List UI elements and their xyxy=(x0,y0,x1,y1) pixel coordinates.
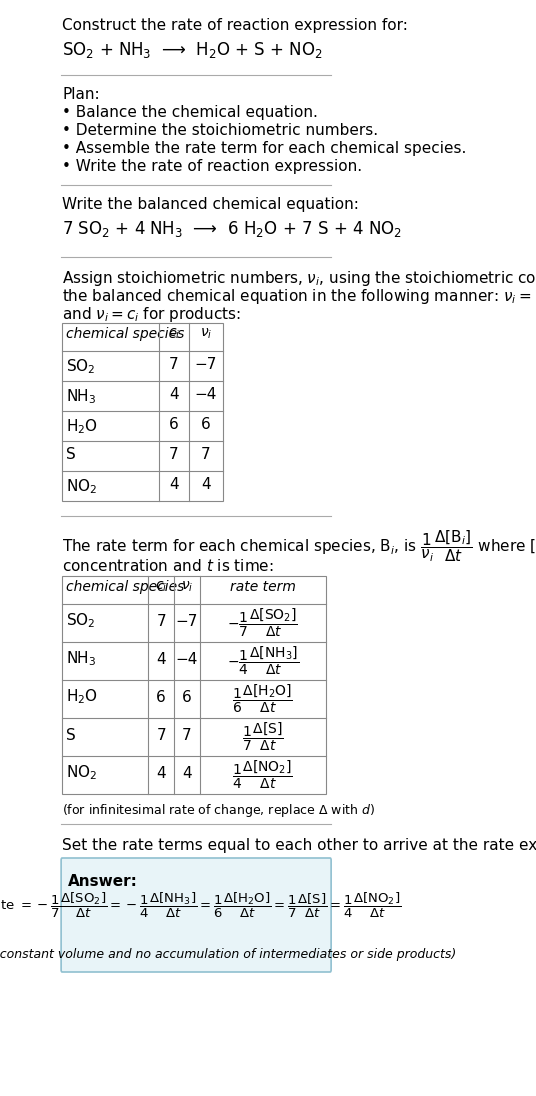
Text: 6: 6 xyxy=(156,689,166,705)
Text: 7: 7 xyxy=(157,728,166,742)
Text: S: S xyxy=(66,447,76,463)
Text: NH$_3$: NH$_3$ xyxy=(66,387,96,406)
Text: 7: 7 xyxy=(201,447,211,463)
Text: The rate term for each chemical species, B$_i$, is $\dfrac{1}{\nu_i}\dfrac{\Delt: The rate term for each chemical species,… xyxy=(62,528,536,563)
Text: $-\dfrac{1}{7}\dfrac{\Delta[\mathrm{SO_2}]}{\Delta t}$: $-\dfrac{1}{7}\dfrac{\Delta[\mathrm{SO_2… xyxy=(227,607,298,639)
Text: 7: 7 xyxy=(157,614,166,628)
Text: chemical species: chemical species xyxy=(66,580,184,594)
Text: Set the rate terms equal to each other to arrive at the rate expression:: Set the rate terms equal to each other t… xyxy=(62,838,536,853)
Text: $\dfrac{1}{7}\dfrac{\Delta[\mathrm{S}]}{\Delta t}$: $\dfrac{1}{7}\dfrac{\Delta[\mathrm{S}]}{… xyxy=(242,721,284,753)
Text: NO$_2$: NO$_2$ xyxy=(66,764,98,783)
Text: −7: −7 xyxy=(176,614,198,628)
Text: 7: 7 xyxy=(169,447,179,463)
Text: 4: 4 xyxy=(182,765,192,780)
Text: 7: 7 xyxy=(169,357,179,372)
Text: SO$_2$: SO$_2$ xyxy=(66,357,96,376)
Text: $\nu_i$: $\nu_i$ xyxy=(200,327,212,341)
Text: 4: 4 xyxy=(169,387,179,402)
Text: Assign stoichiometric numbers, $\nu_i$, using the stoichiometric coefficients, $: Assign stoichiometric numbers, $\nu_i$, … xyxy=(62,269,536,288)
Text: 6: 6 xyxy=(201,416,211,432)
Text: • Assemble the rate term for each chemical species.: • Assemble the rate term for each chemic… xyxy=(62,141,466,156)
Text: $\dfrac{1}{6}\dfrac{\Delta[\mathrm{H_2O}]}{\Delta t}$: $\dfrac{1}{6}\dfrac{\Delta[\mathrm{H_2O}… xyxy=(232,683,293,716)
Text: chemical species: chemical species xyxy=(66,327,184,341)
FancyBboxPatch shape xyxy=(61,858,331,972)
Text: H$_2$O: H$_2$O xyxy=(66,687,98,706)
Text: H$_2$O: H$_2$O xyxy=(66,416,98,436)
Bar xyxy=(62,576,326,794)
Text: $-\dfrac{1}{4}\dfrac{\Delta[\mathrm{NH_3}]}{\Delta t}$: $-\dfrac{1}{4}\dfrac{\Delta[\mathrm{NH_3… xyxy=(227,644,299,677)
Text: (for infinitesimal rate of change, replace Δ with $d$): (for infinitesimal rate of change, repla… xyxy=(62,802,375,819)
Text: $\nu_i$: $\nu_i$ xyxy=(181,580,193,594)
Text: 7 SO$_2$ + 4 NH$_3$  ⟶  6 H$_2$O + 7 S + 4 NO$_2$: 7 SO$_2$ + 4 NH$_3$ ⟶ 6 H$_2$O + 7 S + 4… xyxy=(62,219,402,239)
Text: concentration and $t$ is time:: concentration and $t$ is time: xyxy=(62,558,274,574)
Text: NH$_3$: NH$_3$ xyxy=(66,650,96,669)
Text: NO$_2$: NO$_2$ xyxy=(66,477,98,495)
Text: −4: −4 xyxy=(176,651,198,666)
Text: (assuming constant volume and no accumulation of intermediates or side products): (assuming constant volume and no accumul… xyxy=(0,948,457,961)
Text: Construct the rate of reaction expression for:: Construct the rate of reaction expressio… xyxy=(62,18,408,33)
Text: $c_i$: $c_i$ xyxy=(155,580,167,594)
Text: 6: 6 xyxy=(169,416,179,432)
Text: 7: 7 xyxy=(182,728,192,742)
Text: 4: 4 xyxy=(201,477,211,492)
Text: • Determine the stoichiometric numbers.: • Determine the stoichiometric numbers. xyxy=(62,123,378,138)
Text: Plan:: Plan: xyxy=(62,87,100,102)
Text: rate $= -\dfrac{1}{7}\dfrac{\Delta[\mathrm{SO_2}]}{\Delta t} = -\dfrac{1}{4}\dfr: rate $= -\dfrac{1}{7}\dfrac{\Delta[\math… xyxy=(0,890,401,920)
Text: SO$_2$: SO$_2$ xyxy=(66,612,96,630)
Text: 4: 4 xyxy=(169,477,179,492)
Text: rate term: rate term xyxy=(229,580,295,594)
Text: the balanced chemical equation in the following manner: $\nu_i = -c_i$ for react: the balanced chemical equation in the fo… xyxy=(62,287,536,306)
Text: Answer:: Answer: xyxy=(68,874,138,889)
Text: −4: −4 xyxy=(195,387,217,402)
Text: $\dfrac{1}{4}\dfrac{\Delta[\mathrm{NO_2}]}{\Delta t}$: $\dfrac{1}{4}\dfrac{\Delta[\mathrm{NO_2}… xyxy=(232,758,293,791)
Text: and $\nu_i = c_i$ for products:: and $\nu_i = c_i$ for products: xyxy=(62,305,241,324)
Text: SO$_2$ + NH$_3$  ⟶  H$_2$O + S + NO$_2$: SO$_2$ + NH$_3$ ⟶ H$_2$O + S + NO$_2$ xyxy=(62,39,323,60)
Text: • Write the rate of reaction expression.: • Write the rate of reaction expression. xyxy=(62,159,362,174)
Text: Write the balanced chemical equation:: Write the balanced chemical equation: xyxy=(62,197,359,212)
Text: S: S xyxy=(66,728,76,742)
Text: $c_i$: $c_i$ xyxy=(168,327,180,341)
Text: • Balance the chemical equation.: • Balance the chemical equation. xyxy=(62,105,318,119)
Text: 4: 4 xyxy=(157,765,166,780)
Text: −7: −7 xyxy=(195,357,217,372)
Bar xyxy=(62,323,223,501)
Text: 4: 4 xyxy=(157,651,166,666)
Text: 6: 6 xyxy=(182,689,192,705)
